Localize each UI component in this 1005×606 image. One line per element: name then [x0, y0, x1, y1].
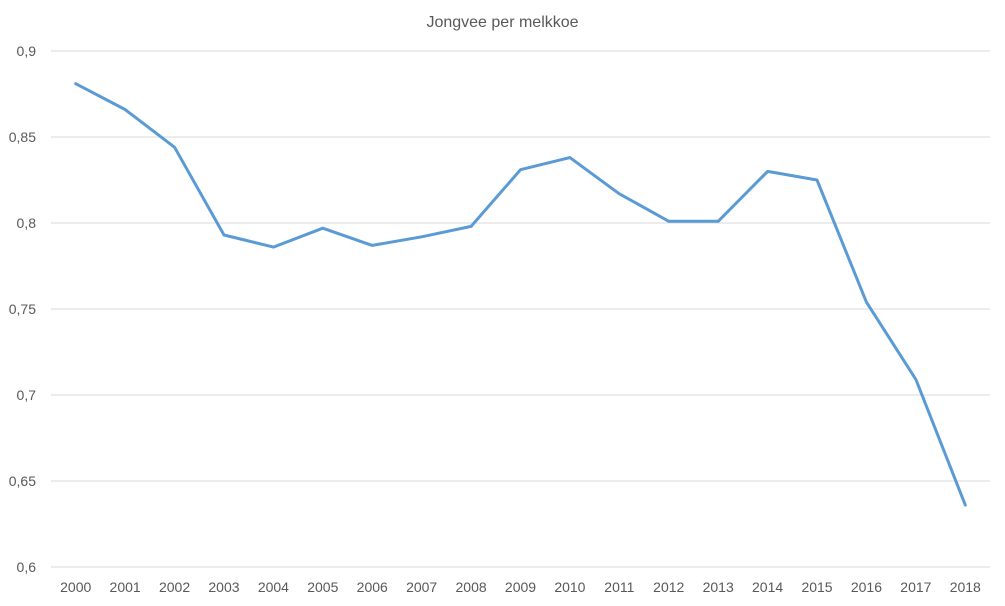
chart-title: Jongvee per melkkoe — [426, 14, 579, 31]
series-line — [74, 82, 967, 507]
x-tick-label: 2004 — [258, 579, 289, 595]
y-tick-label: 0,75 — [9, 301, 36, 317]
x-tick-label: 2014 — [752, 579, 783, 595]
series — [74, 82, 967, 507]
x-tick-label: 2016 — [851, 579, 882, 595]
x-tick-label: 2009 — [505, 579, 536, 595]
x-tick-label: 2003 — [208, 579, 239, 595]
x-tick-label: 2011 — [604, 579, 634, 595]
y-axis-ticks: 0,6 0,65 0,7 0,75 0,8 0,85 0,9 — [9, 43, 36, 575]
y-tick-label: 0,65 — [9, 473, 36, 489]
x-tick-label: 2002 — [159, 579, 190, 595]
x-tick-label: 2017 — [900, 579, 931, 595]
y-tick-label: 0,85 — [9, 129, 36, 145]
x-axis-ticks: 2000 2001 2002 2003 2004 2005 2006 2007 2008 2009… — [60, 579, 981, 595]
y-tick-label: 0,7 — [17, 387, 37, 403]
x-tick-label: 2012 — [653, 579, 684, 595]
x-tick-label: 2005 — [307, 579, 338, 595]
x-tick-label: 2010 — [554, 579, 585, 595]
x-tick-label: 2000 — [60, 579, 91, 595]
x-tick-label: 2001 — [110, 579, 141, 595]
y-tick-label: 0,9 — [17, 43, 37, 59]
x-tick-label: 2006 — [357, 579, 388, 595]
x-tick-label: 2015 — [801, 579, 832, 595]
x-tick-label: 2013 — [703, 579, 734, 595]
x-tick-label: 2007 — [406, 579, 437, 595]
gridlines — [51, 50, 990, 568]
y-tick-label: 0,8 — [17, 215, 37, 231]
x-tick-label: 2008 — [456, 579, 487, 595]
y-tick-label: 0,6 — [17, 559, 37, 575]
x-tick-label: 2018 — [950, 579, 981, 595]
